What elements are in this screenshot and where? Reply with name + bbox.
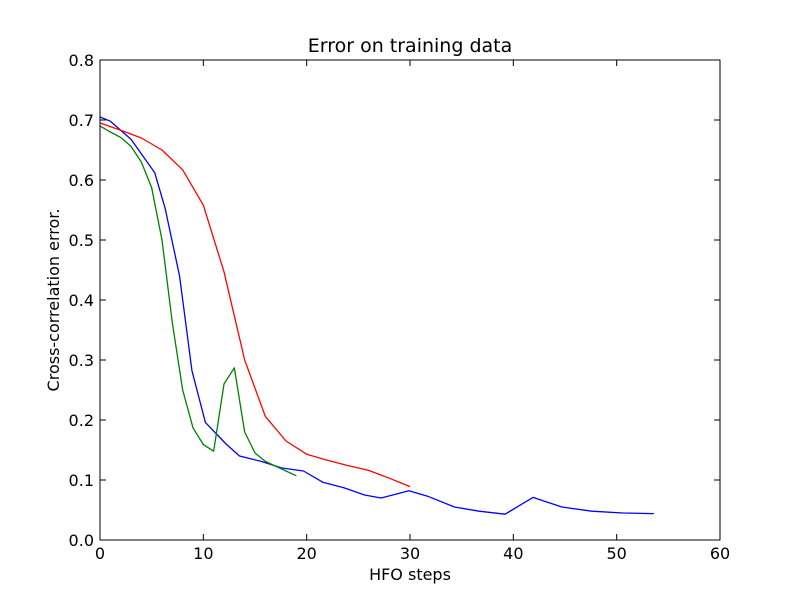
x-tick-label: 20 — [296, 544, 316, 563]
y-tick-label: 0.1 — [69, 471, 94, 490]
tick-label-layer: 0 10 20 30 40 50 60 0.0 0.1 0.2 0.3 0.4 0.5 0.6 0.7 0.8 — [69, 51, 731, 563]
x-axis-label: HFO steps — [369, 565, 451, 584]
y-tick-label: 0.0 — [69, 531, 94, 550]
y-tick-label: 0.4 — [69, 291, 94, 310]
y-axis-label: Cross-correlation error. — [44, 209, 63, 392]
x-tick-label: 10 — [193, 544, 213, 563]
chart-title: Error on training data — [308, 35, 513, 57]
x-tick-label: 0 — [95, 544, 105, 563]
x-tick-label: 40 — [503, 544, 523, 563]
series-line-1 — [99, 116, 654, 515]
y-tick-label: 0.7 — [69, 111, 94, 130]
x-tick-label: 30 — [400, 544, 420, 563]
y-tick-label: 0.5 — [69, 231, 94, 250]
series-layer — [99, 116, 654, 515]
y-tick-label: 0.3 — [69, 351, 94, 370]
y-tick-label: 0.2 — [69, 411, 94, 430]
x-tick-label: 60 — [710, 544, 730, 563]
y-tick-label: 0.6 — [69, 171, 94, 190]
series-line-2 — [99, 122, 411, 488]
y-tick-label: 0.8 — [69, 51, 94, 70]
plot-frame — [99, 59, 721, 541]
series-line-3 — [99, 125, 297, 477]
x-tick-label: 50 — [606, 544, 626, 563]
